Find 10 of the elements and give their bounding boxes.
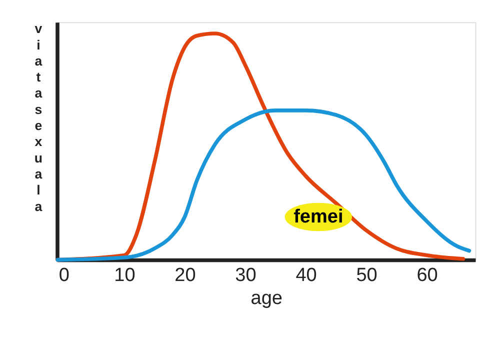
text: viata sexuala xyxy=(34,21,43,214)
x-tick-label: 60 xyxy=(416,265,438,286)
x-tick-label: 0 xyxy=(58,265,70,286)
x-tick-label: 20 xyxy=(174,265,196,286)
annotation: femei xyxy=(294,206,344,228)
x-tick-label: 10 xyxy=(114,265,136,286)
x-tick-label: 50 xyxy=(356,265,378,286)
x-tick-label: 40 xyxy=(296,265,317,286)
x-axis-title: age xyxy=(250,288,282,309)
x-tick-label: 30 xyxy=(235,265,256,286)
